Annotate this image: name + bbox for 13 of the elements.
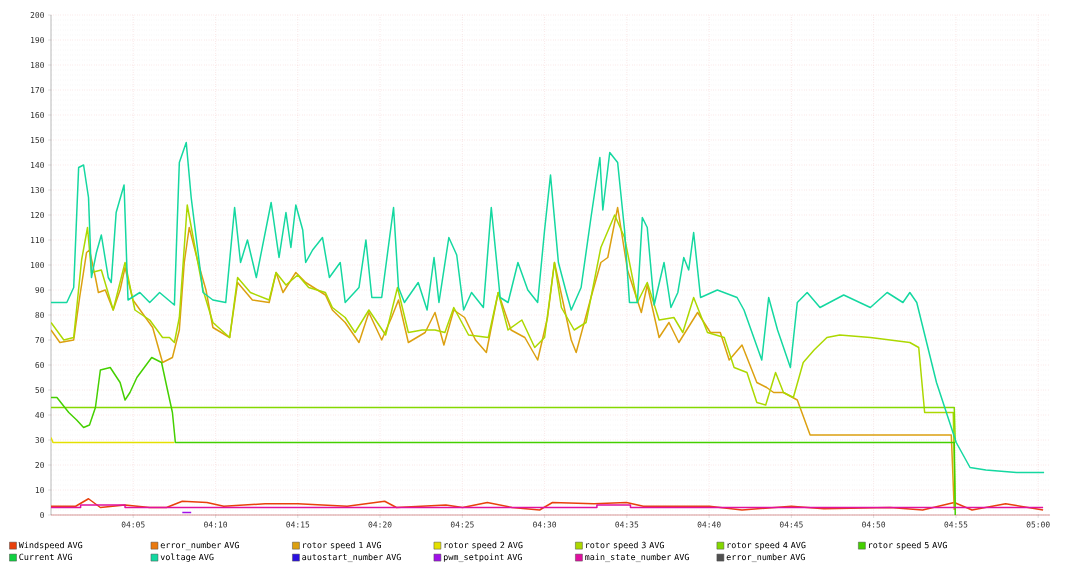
legend-label: Current AVG — [19, 553, 72, 561]
legend-label: voltage AVG — [160, 553, 214, 562]
legend-label: rotor speed 1 AVG — [303, 541, 381, 550]
legend-label: pwm_setpoint AVG — [443, 553, 522, 563]
legend-label: rotor speed 4 AVG — [727, 541, 806, 550]
legend-label: rotor speed 2 AVG — [444, 541, 523, 550]
legend-label: error_number AVG — [726, 553, 805, 563]
legend-label: autostart_number AVG — [302, 553, 401, 563]
legend-label: main_state_number AVG — [585, 553, 689, 563]
legend-label: error_number AVG — [160, 541, 239, 551]
legend-label: rotor speed 3 AVG — [586, 541, 664, 550]
legend-label: Windspeed AVG — [18, 541, 83, 550]
legend-label: rotor speed 5 AVG — [869, 541, 947, 550]
